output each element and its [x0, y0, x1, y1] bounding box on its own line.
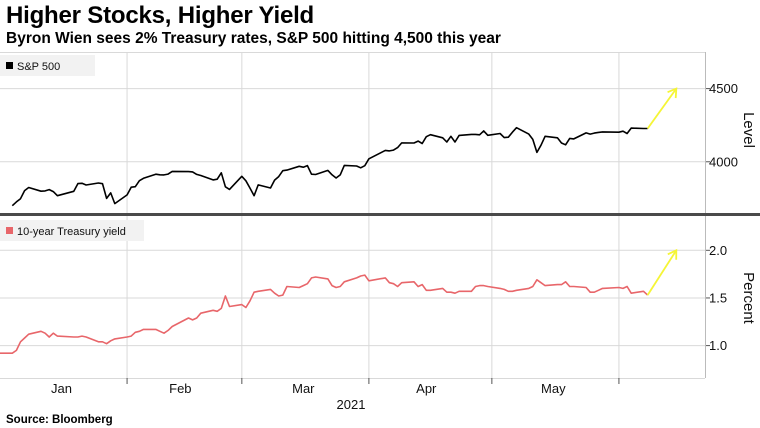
bottom-y-axis-title: Percent — [740, 272, 757, 325]
sp500-panel: 4000 4500 Level S&P 500 — [0, 52, 757, 213]
x-axis-year-label: 2021 — [337, 397, 366, 412]
x-tick-label-apr: Apr — [416, 381, 437, 396]
yield-line — [0, 274, 649, 354]
sp500-projection-arrow — [646, 87, 678, 130]
yield-y-tick-label: 2.0 — [709, 243, 727, 258]
x-tick-label-jan: Jan — [51, 381, 72, 396]
top-gridlines — [0, 52, 705, 213]
sp500-projection-line — [646, 88, 678, 130]
yield-legend[interactable]: 10-year Treasury yield — [0, 220, 144, 241]
sp500-legend-box — [0, 55, 95, 76]
sp500-line — [11, 126, 648, 207]
yield-legend-box — [0, 220, 144, 241]
bottom-gridlines — [0, 216, 705, 378]
sp500-legend-swatch — [6, 62, 13, 69]
sp500-y-tick-label: 4000 — [709, 154, 738, 169]
top-y-axis-title: Level — [740, 112, 757, 148]
sp500-projection-arrowhead — [667, 87, 678, 99]
yield-projection-arrow — [646, 248, 678, 296]
yield-panel: 1.0 1.5 2.0 Percent 10-year Treasury yield — [0, 216, 757, 378]
x-axis-ticks: Jan Feb Mar Apr May — [51, 378, 620, 396]
source-note: Source: Bloomberg — [6, 414, 113, 426]
sp500-y-tick-label: 4500 — [709, 81, 738, 96]
yield-projection-arrowhead — [667, 248, 678, 260]
x-tick-label-mar: Mar — [292, 381, 315, 396]
yield-projection-line — [646, 249, 678, 296]
x-tick-label-may: May — [541, 381, 566, 396]
bottom-y-ticks: 1.0 1.5 2.0 — [705, 216, 727, 378]
chart-subtitle: Byron Wien sees 2% Treasury rates, S&P 5… — [6, 30, 501, 47]
yield-legend-label: 10-year Treasury yield — [17, 226, 126, 238]
yield-y-tick-label: 1.5 — [709, 290, 727, 305]
yield-y-tick-label: 1.0 — [709, 338, 727, 353]
sp500-legend[interactable]: S&P 500 — [0, 55, 95, 76]
x-tick-label-feb: Feb — [169, 381, 191, 396]
yield-legend-swatch — [6, 227, 13, 234]
sp500-legend-label: S&P 500 — [17, 61, 60, 73]
top-y-ticks: 4000 4500 — [705, 52, 738, 213]
chart-title: Higher Stocks, Higher Yield — [6, 2, 315, 29]
